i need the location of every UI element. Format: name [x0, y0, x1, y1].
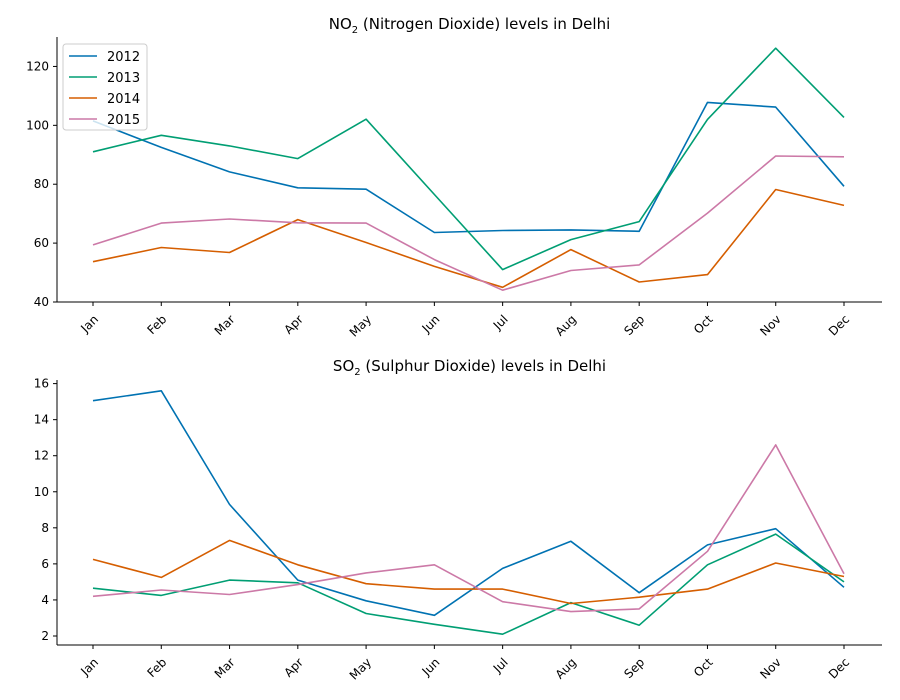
chart-title: SO2 (Sulphur Dioxide) levels in Delhi: [333, 357, 606, 378]
y-tick-label: 4: [41, 593, 49, 607]
x-tick-label: Aug: [553, 312, 579, 338]
x-tick-label: Sep: [621, 312, 647, 338]
y-tick-label: 80: [34, 177, 49, 191]
legend-label: 2013: [107, 71, 140, 86]
legend-label: 2015: [107, 113, 140, 128]
x-tick-label: Nov: [757, 655, 783, 681]
y-tick-label: 40: [34, 295, 49, 309]
legend-box: [62, 43, 148, 131]
chart-title: NO2 (Nitrogen Dioxide) levels in Delhi: [329, 15, 611, 36]
x-tick-label: Jun: [419, 655, 443, 679]
no2-chart: NO2 (Nitrogen Dioxide) levels in Delhi 40…: [26, 15, 882, 340]
series-line-2012: [92, 389, 845, 617]
y-tick-label: 14: [34, 413, 49, 427]
y-tick-label: 12: [34, 449, 49, 463]
x-tick-label: Nov: [757, 312, 783, 338]
so2-chart: SO2 (Sulphur Dioxide) levels in Delhi 2 4 6…: [34, 357, 882, 683]
series-line-2012: [92, 101, 845, 234]
series-line-2015: [92, 155, 845, 292]
x-tick-label: Jul: [490, 312, 511, 333]
series-line-2015: [92, 444, 845, 613]
x-tick-label: May: [347, 655, 374, 682]
legend: 2012 2013 2014 2015: [62, 43, 148, 131]
x-tick-label: Jun: [419, 312, 443, 336]
x-tick-label: Mar: [212, 655, 238, 681]
x-tick-label: May: [347, 312, 374, 339]
x-tick-label: Feb: [144, 655, 169, 680]
x-tick-label: Dec: [826, 312, 852, 338]
series-line-2014: [92, 188, 845, 289]
y-tick-label: 6: [41, 557, 49, 571]
x-tick-label: Aug: [553, 655, 579, 681]
y-tick-label: 10: [34, 485, 49, 499]
legend-label: 2014: [107, 92, 140, 107]
y-tick-label: 60: [34, 236, 49, 250]
y-tick-label: 100: [26, 118, 49, 132]
y-tick-label: 8: [41, 521, 49, 535]
series-line-2013: [92, 47, 845, 271]
y-tick-label: 120: [26, 59, 49, 73]
x-tick-label: Jan: [77, 312, 101, 336]
y-tick-label: 2: [41, 629, 49, 643]
x-tick-label: Jul: [490, 655, 511, 676]
x-tick-label: Oct: [691, 312, 716, 337]
legend-label: 2012: [107, 50, 140, 65]
x-tick-label: Jan: [77, 655, 101, 679]
x-tick-label: Oct: [691, 655, 716, 680]
x-tick-label: Mar: [212, 312, 238, 338]
series-line-2014: [92, 539, 845, 605]
x-tick-label: Dec: [826, 655, 852, 681]
x-tick-label: Apr: [281, 312, 306, 337]
x-tick-label: Sep: [621, 655, 647, 681]
series-line-2013: [92, 533, 845, 636]
x-tick-label: Feb: [144, 312, 169, 337]
x-tick-label: Apr: [281, 655, 306, 680]
y-tick-label: 16: [34, 377, 49, 391]
